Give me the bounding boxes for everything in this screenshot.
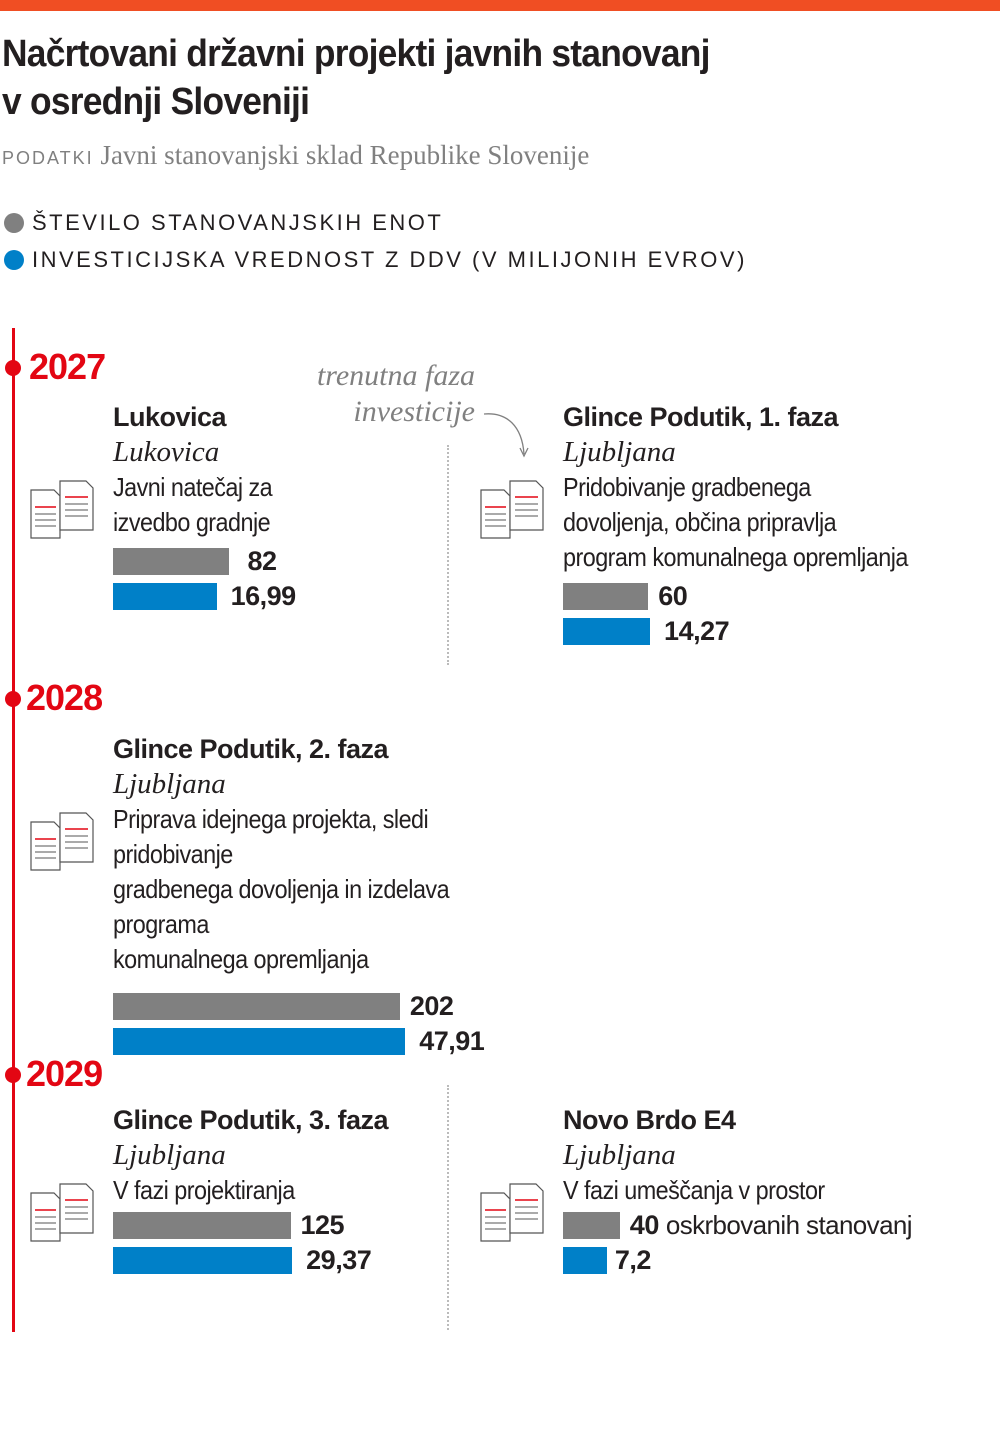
project-name: Glince Podutik, 1. faza [563, 402, 839, 432]
timeline-dot [5, 1067, 21, 1083]
units-bar [113, 993, 400, 1020]
units-bar [563, 1212, 620, 1239]
status-line: Pridobivanje gradbenega [563, 472, 811, 502]
year-label: 2029 [26, 1053, 103, 1094]
investment-bar-row: 47,91 [113, 1024, 553, 1059]
investment-bar-row: 14,27 [563, 614, 1000, 649]
status-line: komunalnega opremljanja [113, 944, 369, 974]
project-card: Glince Podutik, 2. faza Ljubljana Pripra… [113, 732, 553, 1059]
title-line-2: v osrednji Sloveniji [2, 81, 310, 123]
investment-value: 7,2 [614, 1245, 652, 1275]
source-text: Javni stanovanjski sklad Republike Slove… [100, 140, 590, 170]
column-divider [447, 445, 449, 665]
investment-bar [113, 1028, 406, 1055]
page-title: Načrtovani državni projekti javnih stano… [2, 30, 895, 126]
project-status: Javni natečaj za izvedbo gradnje [113, 470, 545, 540]
project-status: V fazi umeščanja v prostor [563, 1173, 995, 1208]
investment-bar [563, 1247, 607, 1274]
project-name: Lukovica [113, 402, 227, 432]
timeline-line [12, 328, 15, 1332]
project-status: Pridobivanje gradbenega dovoljenja, občin… [563, 470, 995, 575]
column-divider [447, 1085, 449, 1330]
timeline-dot [5, 691, 21, 707]
project-city: Ljubljana [113, 768, 226, 800]
documents-icon [480, 478, 544, 540]
project-name: Glince Podutik, 3. faza [113, 1105, 389, 1135]
project-card: Lukovica Lukovica Javni natečaj za izvedb… [113, 400, 553, 614]
project-card: Glince Podutik, 3. faza Ljubljana V fazi… [113, 1103, 553, 1278]
units-value: 82 [247, 546, 277, 576]
investment-bar [563, 618, 651, 645]
investment-bar-row: 29,37 [113, 1243, 553, 1278]
status-line: dovoljenja, občina pripravlja [563, 507, 837, 537]
source-label: PODATKI [2, 148, 94, 168]
title-line-1: Načrtovani državni projekti javnih stano… [2, 33, 710, 75]
status-line: Priprava idejnega projekta, sledi pridob… [113, 804, 429, 869]
investment-bar [113, 1247, 293, 1274]
units-bar-row: 60 [563, 579, 1000, 614]
status-line: izvedbo gradnje [113, 507, 271, 537]
project-city: Ljubljana [563, 1139, 676, 1171]
units-value: 40 [629, 1210, 660, 1240]
units-bar [113, 548, 230, 575]
timeline-dot [5, 360, 21, 376]
top-accent-bar [0, 0, 1000, 11]
status-line: V fazi umeščanja v prostor [563, 1175, 825, 1205]
units-extra: oskrbovanih stanovanj [665, 1210, 913, 1240]
units-bar [563, 583, 649, 610]
investment-value: 16,99 [230, 581, 297, 611]
units-bar-row: 202 [113, 989, 553, 1024]
project-card: Glince Podutik, 1. faza Ljubljana Pridob… [563, 400, 1000, 649]
legend-label: ŠTEVILO STANOVANJSKIH ENOT [32, 210, 444, 235]
project-status: Priprava idejnega projekta, sledi pridob… [113, 802, 545, 977]
project-city: Ljubljana [563, 436, 676, 468]
legend-item-units: ŠTEVILO STANOVANJSKIH ENOT [4, 210, 443, 236]
investment-bar-row: 7,2 [563, 1243, 1000, 1278]
legend-item-investment: INVESTICIJSKA VREDNOST Z DDV (V MILIJONI… [4, 247, 747, 273]
status-line: Javni natečaj za [113, 472, 273, 502]
source: PODATKI Javni stanovanjski sklad Republi… [2, 140, 589, 171]
units-value: 125 [300, 1210, 345, 1240]
phase-note: trenutna faza investicije [316, 359, 475, 428]
status-line: gradbenega dovoljenja in izdelava progra… [113, 874, 450, 939]
units-bar-row: 125 [113, 1208, 553, 1243]
blue-dot-icon [4, 250, 24, 270]
investment-bar-row: 16,99 [113, 579, 553, 614]
investment-value: 14,27 [664, 616, 730, 646]
documents-icon [30, 1181, 94, 1243]
documents-icon [480, 1181, 544, 1243]
year-label: 2027 [29, 346, 106, 387]
investment-value: 29,37 [306, 1245, 372, 1275]
units-bar-row: 82 [113, 544, 553, 579]
documents-icon [30, 478, 94, 540]
investment-value: 47,91 [419, 1026, 485, 1056]
investment-bar [113, 583, 217, 610]
units-value: 60 [658, 581, 688, 611]
gray-dot-icon [4, 213, 24, 233]
units-bar [113, 1212, 291, 1239]
documents-icon [30, 810, 94, 872]
project-card: Novo Brdo E4 Ljubljana V fazi umeščanja … [563, 1103, 1000, 1278]
year-label: 2028 [26, 677, 103, 718]
project-status: V fazi projektiranja [113, 1173, 545, 1208]
status-line: program komunalnega opremljanja [563, 542, 908, 572]
units-value: 202 [409, 991, 454, 1021]
legend-label: INVESTICIJSKA VREDNOST Z DDV (V MILIJONI… [32, 247, 747, 272]
status-line: V fazi projektiranja [113, 1175, 295, 1205]
project-name: Glince Podutik, 2. faza [113, 734, 389, 764]
project-name: Novo Brdo E4 [563, 1105, 736, 1135]
units-bar-row: 40 oskrbovanih stanovanj [563, 1208, 1000, 1243]
arrow-icon [483, 413, 529, 458]
project-city: Lukovica [113, 436, 220, 468]
project-city: Ljubljana [113, 1139, 226, 1171]
